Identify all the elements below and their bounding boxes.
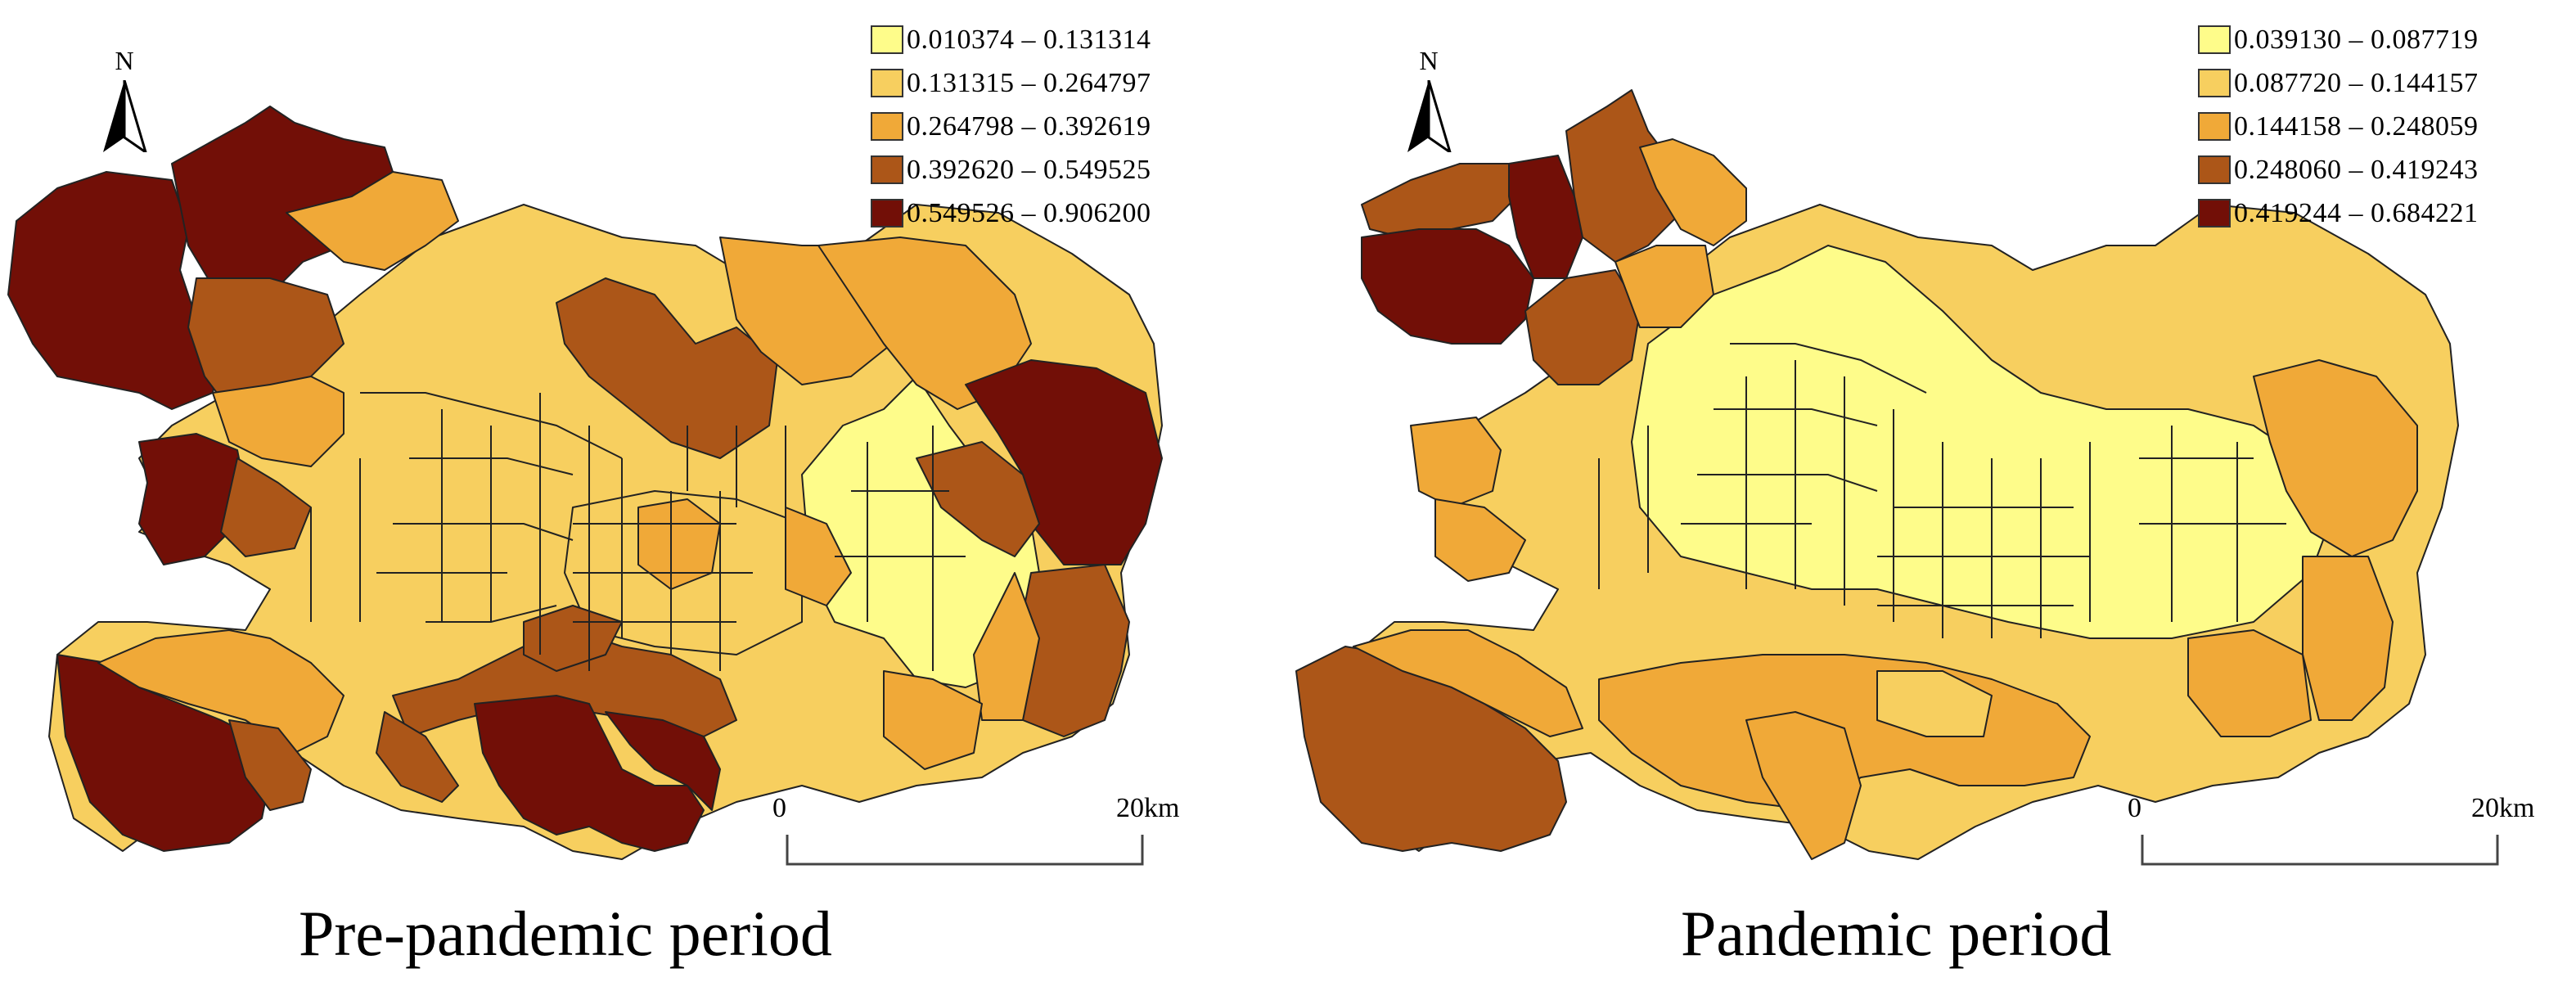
- map-panel-pandemic: 0.039130 – 0.087719 0.087720 – 0.144157 …: [1288, 0, 2576, 991]
- legend-swatch: [871, 112, 903, 141]
- map-region: [2302, 556, 2394, 721]
- scale-end-label: 20km: [2471, 793, 2535, 823]
- map-region: [605, 711, 721, 811]
- legend-swatch: [2198, 25, 2231, 54]
- choropleth-map-pandemic: [1295, 89, 2459, 860]
- legend-swatch: [2198, 199, 2231, 227]
- legend-item: 0.087720 – 0.144157: [2198, 61, 2479, 105]
- legend-item: 0.392620 – 0.549525: [871, 148, 1151, 191]
- north-label: N: [115, 46, 134, 75]
- map-region: [916, 441, 1040, 557]
- legend-label: 0.419244 – 0.684221: [2234, 197, 2479, 228]
- map-region: [883, 670, 983, 770]
- map-region: [1745, 711, 1862, 860]
- north-arrow: N: [1403, 47, 1455, 154]
- legend-label: 0.010374 – 0.131314: [907, 24, 1151, 55]
- legend-swatch: [871, 69, 903, 97]
- map-legend: 0.010374 – 0.131314 0.131315 – 0.264797 …: [871, 18, 1151, 235]
- map-panel-pre-pandemic: 0.010374 – 0.131314 0.131315 – 0.264797 …: [7, 18, 1227, 969]
- choropleth-map-pre-pandemic: [7, 106, 1163, 860]
- map-region: [286, 171, 459, 271]
- boundary-line: [310, 392, 966, 671]
- legend-item: 0.264798 – 0.392619: [871, 105, 1151, 148]
- map-region: [2187, 629, 2312, 737]
- legend-item: 0.010374 – 0.131314: [871, 18, 1151, 61]
- scale-bar: 0 20km: [2124, 792, 2576, 874]
- legend-item: 0.131315 – 0.264797: [871, 61, 1151, 105]
- legend-label: 0.549526 – 0.906200: [907, 197, 1151, 228]
- map-region: [138, 433, 246, 565]
- map-legend: 0.039130 – 0.087719 0.087720 – 0.144157 …: [2198, 18, 2479, 235]
- scale-start-label: 0: [2128, 793, 2141, 823]
- legend-swatch: [871, 25, 903, 54]
- legend-label: 0.264798 – 0.392619: [907, 110, 1151, 142]
- map-region: [1615, 245, 1714, 328]
- legend-item: 0.549526 – 0.906200: [871, 191, 1151, 235]
- legend-item: 0.144158 – 0.248059: [2198, 105, 2479, 148]
- map-region: [1361, 163, 1518, 238]
- scale-line: [786, 835, 1144, 866]
- legend-swatch: [871, 155, 903, 184]
- legend-label: 0.087720 – 0.144157: [2234, 67, 2479, 98]
- legend-item: 0.419244 – 0.684221: [2198, 191, 2479, 235]
- map-region: [228, 719, 312, 811]
- legend-label: 0.144158 – 0.248059: [2234, 110, 2479, 142]
- scale-bar: 0 20km: [769, 792, 1227, 874]
- north-arrow: N: [98, 47, 151, 154]
- legend-item: 0.248060 – 0.419243: [2198, 148, 2479, 191]
- legend-label: 0.392620 – 0.549525: [907, 154, 1151, 185]
- map-region: [2253, 359, 2418, 557]
- legend-label: 0.131315 – 0.264797: [907, 67, 1151, 98]
- map-region: [965, 359, 1163, 565]
- map-region: [1434, 498, 1526, 582]
- map-region: [556, 277, 778, 459]
- north-label: N: [1419, 46, 1439, 75]
- scale-start-label: 0: [772, 793, 786, 823]
- map-region: [474, 695, 705, 852]
- map-region: [1639, 138, 1747, 246]
- map-region: [1361, 228, 1534, 345]
- north-arrow-icon: [1407, 80, 1452, 152]
- map-region: [1524, 269, 1641, 385]
- panel-title: Pandemic period: [1681, 898, 2112, 969]
- map-region: [376, 711, 459, 803]
- map-region: [220, 457, 312, 557]
- north-arrow-icon: [103, 80, 147, 152]
- legend-label: 0.248060 – 0.419243: [2234, 154, 2479, 185]
- legend-swatch: [2198, 69, 2231, 97]
- legend-swatch: [871, 199, 903, 227]
- legend-swatch: [2198, 112, 2231, 141]
- map-region: [212, 376, 345, 467]
- boundary-line: [1598, 343, 2286, 638]
- map-region: [785, 507, 852, 606]
- legend-swatch: [2198, 155, 2231, 184]
- map-region: [97, 629, 345, 754]
- scale-end-label: 20km: [1116, 793, 1180, 823]
- legend-label: 0.039130 – 0.087719: [2234, 24, 2479, 55]
- map-region: [1876, 670, 1993, 737]
- map-region: [1410, 417, 1502, 508]
- map-region: [1353, 629, 1583, 737]
- panel-title: Pre-pandemic period: [299, 898, 832, 969]
- legend-item: 0.039130 – 0.087719: [2198, 18, 2479, 61]
- map-region: [973, 572, 1040, 721]
- scale-line: [2141, 835, 2499, 866]
